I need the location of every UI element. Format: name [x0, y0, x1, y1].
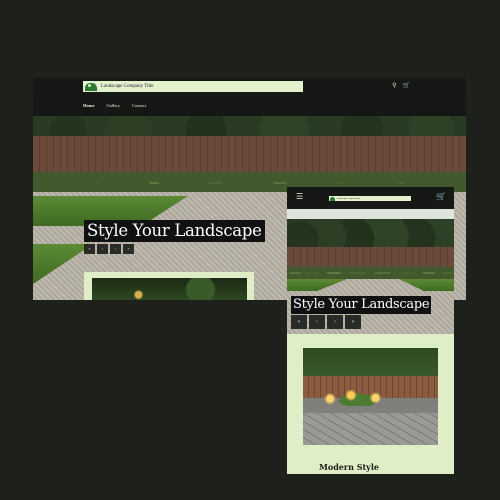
hero-headline: Style Your Landscape — [84, 220, 265, 242]
cart-icon[interactable]: 🛒 — [436, 192, 446, 201]
hero-brick-wall — [287, 247, 454, 269]
hamburger-menu-icon[interactable]: ☰ — [296, 192, 304, 201]
hero-trees — [287, 219, 454, 249]
desktop-header: Landscape Company Title ⚲ 🛒 — [33, 78, 466, 96]
company-logo-icon — [330, 196, 335, 201]
last-slide-button[interactable]: » — [345, 315, 361, 329]
nav-item-home[interactable]: Home — [83, 103, 95, 108]
card-title: Modern Style — [319, 462, 379, 472]
last-slide-button[interactable]: » — [123, 244, 134, 254]
hero-brick-wall — [33, 136, 466, 174]
mobile-site-title-bar[interactable]: Landscape Company Title — [329, 196, 411, 201]
company-logo-icon — [85, 82, 97, 91]
mobile-site-mockup: ☰ Landscape Company Title 🛒 Style Your L… — [287, 187, 454, 474]
prev-slide-button[interactable]: ‹ — [97, 244, 108, 254]
site-title-bar[interactable]: Landscape Company Title — [83, 81, 303, 92]
mobile-header: ☰ Landscape Company Title 🛒 — [287, 187, 454, 209]
mobile-carousel-controls: « ‹ › » — [291, 315, 361, 329]
hero-carousel-controls: « ‹ › » — [84, 244, 134, 254]
search-icon[interactable]: ⚲ — [392, 83, 397, 89]
mobile-hero-headline: Style Your Landscape — [291, 296, 432, 314]
cart-icon[interactable]: 🛒 — [402, 83, 410, 89]
nav-item-gallery[interactable]: Gallery — [106, 103, 121, 108]
hero-hedge — [287, 267, 454, 279]
header-icons: ⚲ 🛒 — [392, 81, 410, 91]
card-photo — [92, 278, 247, 300]
first-slide-button[interactable]: « — [84, 244, 95, 254]
mobile-hero-image — [287, 209, 454, 334]
hero-trees — [33, 116, 466, 138]
first-slide-button[interactable]: « — [291, 315, 307, 329]
main-nav: Home Gallery Contact — [83, 103, 146, 108]
nav-item-contact[interactable]: Contact — [132, 103, 146, 108]
prev-slide-button[interactable]: ‹ — [309, 315, 325, 329]
mobile-site-title: Landscape Company Title — [337, 197, 361, 200]
gallery-card[interactable] — [84, 272, 254, 300]
modern-style-photo[interactable] — [303, 348, 438, 445]
next-slide-button[interactable]: › — [327, 315, 343, 329]
photo-garden-lights — [323, 388, 393, 406]
next-slide-button[interactable]: › — [110, 244, 121, 254]
photo-stone-patio — [303, 413, 438, 445]
site-title: Landscape Company Title — [101, 84, 154, 89]
